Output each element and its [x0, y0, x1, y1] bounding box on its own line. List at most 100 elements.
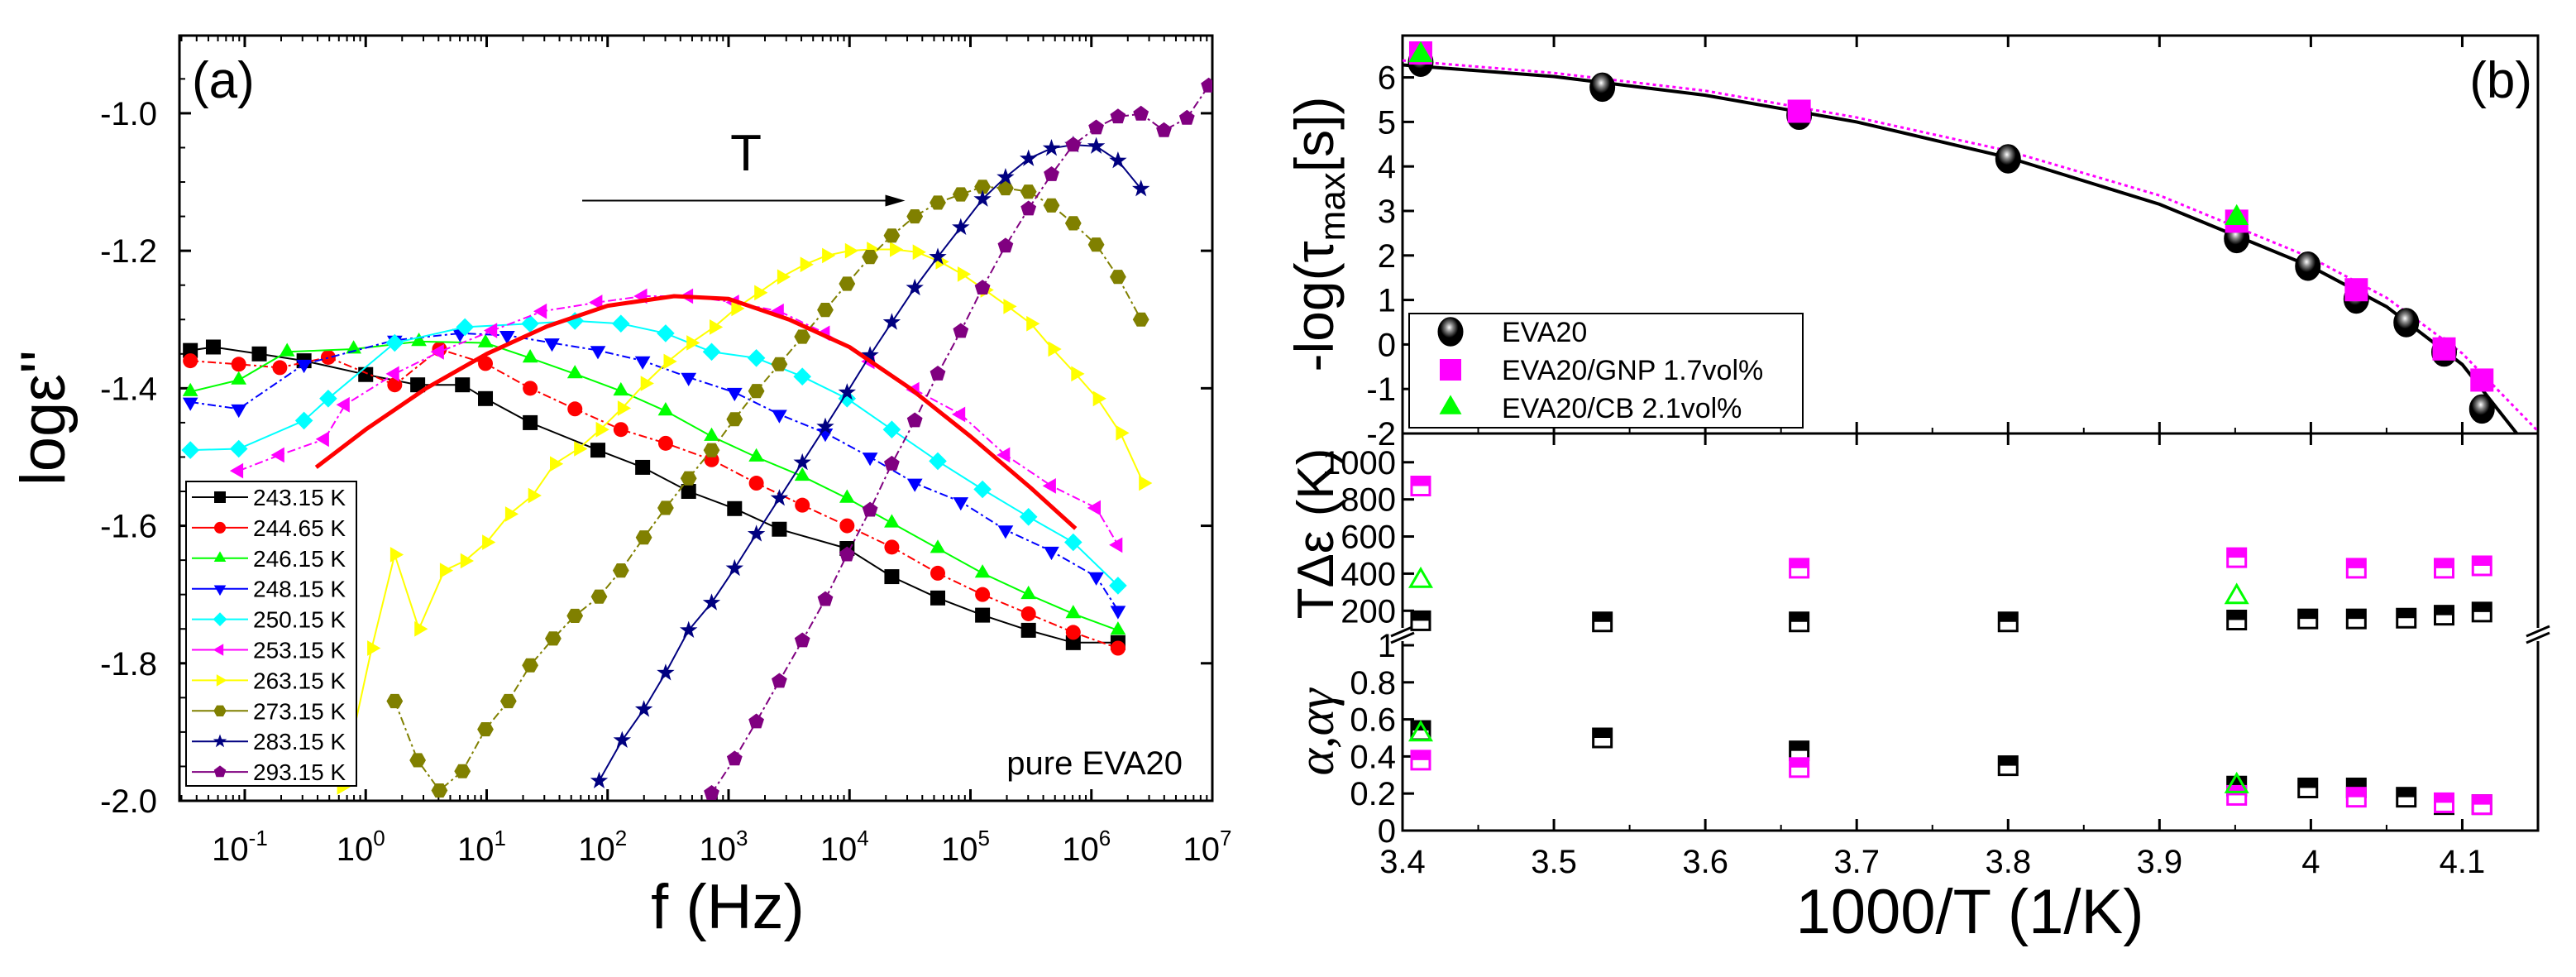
- data-point: [702, 342, 721, 362]
- data-point: [2226, 784, 2248, 806]
- y-tick-label-alpha: 0: [1378, 813, 1396, 850]
- marker-fill: [2227, 777, 2246, 787]
- data-point: [1410, 610, 1431, 631]
- data-point: [566, 608, 584, 623]
- marker-fill: [1999, 756, 2018, 766]
- data-point: [2471, 555, 2492, 577]
- data-point: [410, 377, 426, 393]
- tick-base: 10: [820, 831, 858, 868]
- data-point: [2345, 558, 2367, 579]
- data-point: [906, 478, 923, 492]
- marker-fill: [2298, 778, 2317, 788]
- plot-area-a: [181, 77, 1212, 800]
- tick-base: 10: [212, 831, 249, 868]
- data-point: [499, 331, 515, 345]
- data-point: [710, 319, 724, 335]
- marker-fill: [1790, 758, 1809, 768]
- data-point: [229, 439, 248, 458]
- data-point: [2393, 308, 2420, 338]
- data-point: [748, 713, 764, 729]
- data-point: [748, 384, 765, 399]
- marker-fill: [2227, 611, 2246, 620]
- data-point: [1110, 270, 1126, 285]
- data-point: [663, 353, 677, 370]
- panel-a-ylabel: logε'': [8, 350, 79, 486]
- series-line: [394, 185, 1142, 792]
- data-point: [747, 524, 766, 542]
- data-point: [460, 553, 474, 569]
- fit-curve-solid: [1403, 63, 2518, 433]
- data-point: [1020, 200, 1037, 216]
- data-point: [635, 459, 651, 475]
- y-tick-label-tau: 1: [1378, 283, 1396, 319]
- data-point: [929, 452, 947, 471]
- data-point: [1997, 755, 2019, 777]
- data-point: [279, 342, 295, 357]
- data-point: [754, 285, 768, 301]
- data-point: [1087, 237, 1105, 252]
- tick-exponent: 4: [857, 826, 868, 850]
- legend-marker: [1437, 317, 1464, 347]
- data-point: [251, 346, 267, 362]
- y-tick-label-tau: 2: [1378, 238, 1396, 275]
- data-point: [930, 565, 946, 581]
- legend-marker: [213, 612, 227, 626]
- data-point: [1109, 151, 1127, 169]
- data-point: [1156, 122, 1172, 137]
- data-point: [822, 247, 836, 264]
- data-point: [771, 357, 788, 371]
- data-point: [522, 349, 538, 363]
- data-point: [862, 501, 878, 517]
- data-point: [2396, 787, 2417, 808]
- plot-frame-a: [178, 34, 1214, 802]
- series-line: [190, 347, 1119, 649]
- data-point: [533, 303, 547, 319]
- data-point: [657, 500, 674, 515]
- y-tick-label-a: -1.6: [100, 509, 157, 545]
- data-point: [681, 372, 697, 386]
- data-point: [522, 658, 538, 673]
- marker-fill: [2397, 788, 2416, 797]
- data-point: [952, 187, 969, 202]
- data-point: [996, 168, 1015, 185]
- data-point: [1178, 109, 1195, 125]
- legend-label: 263.15 K: [253, 668, 346, 693]
- y-tick-label-a: -2.0: [100, 783, 157, 820]
- data-point: [1132, 312, 1149, 327]
- series-253-15-K: [229, 288, 1123, 553]
- data-point: [2224, 582, 2249, 605]
- data-point: [884, 539, 900, 555]
- data-point: [1110, 606, 1126, 620]
- data-point: [1003, 299, 1017, 314]
- data-point: [906, 412, 923, 428]
- data-point: [545, 631, 562, 646]
- tick-exponent: 0: [373, 826, 385, 850]
- data-point: [2345, 608, 2367, 630]
- marker-fill: [2347, 610, 2366, 620]
- axis-break-icon: [1390, 631, 1415, 644]
- data-point: [1044, 166, 1059, 181]
- data-point: [997, 237, 1014, 253]
- data-point: [974, 564, 991, 578]
- tde-series-EVA20: [1410, 601, 2492, 633]
- data-point: [1410, 750, 1431, 771]
- data-point: [1065, 635, 1081, 650]
- tick-base: 10: [337, 831, 374, 868]
- data-point: [996, 447, 1011, 463]
- x-tick-label-b: 4: [2301, 844, 2320, 880]
- tick-exponent: 5: [978, 826, 990, 850]
- data-point: [1088, 572, 1104, 586]
- data-point: [839, 276, 856, 291]
- data-point: [478, 390, 494, 406]
- data-point: [2226, 609, 2248, 630]
- legend-marker: [1439, 395, 1462, 414]
- data-point: [2396, 607, 2417, 629]
- arrow-head-icon: [885, 194, 906, 207]
- data-point: [409, 753, 426, 768]
- data-point: [930, 195, 946, 210]
- x-tick-label-b: 3.4: [1379, 844, 1426, 880]
- data-point: [973, 189, 992, 207]
- y-tick-label-tde: 600: [1341, 520, 1396, 556]
- data-point: [862, 453, 878, 467]
- legend-label: 250.15 K: [253, 607, 346, 633]
